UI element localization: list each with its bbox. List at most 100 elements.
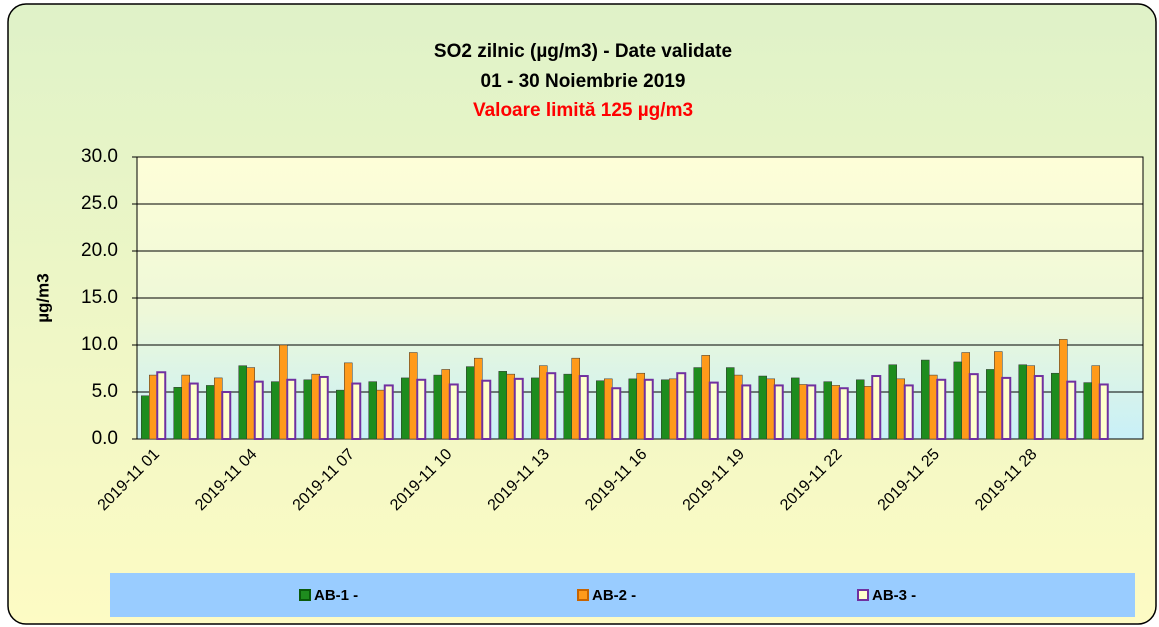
- bar: [734, 374, 743, 440]
- bar: [669, 378, 678, 440]
- bar: [1066, 380, 1077, 441]
- legend: [110, 573, 1135, 617]
- bar: [238, 365, 247, 440]
- bar: [563, 373, 572, 440]
- bar: [676, 372, 687, 441]
- bar: [571, 357, 580, 440]
- bar: [864, 386, 873, 440]
- bar: [173, 387, 182, 440]
- bar: [936, 378, 947, 440]
- bar: [758, 375, 767, 440]
- bar: [1001, 376, 1012, 440]
- bar: [311, 373, 320, 440]
- legend-swatch: [299, 589, 311, 601]
- bar: [636, 372, 645, 440]
- bar: [961, 352, 970, 440]
- chart-subtitle: 01 - 30 Noiembrie 2019: [481, 71, 686, 92]
- bar: [578, 375, 589, 440]
- bar: [336, 389, 345, 440]
- bar: [221, 391, 232, 440]
- bar: [149, 374, 158, 440]
- y-tick-label: 30.0: [81, 146, 118, 167]
- bar: [368, 381, 377, 440]
- bar: [921, 359, 930, 440]
- y-tick-label: 20.0: [81, 240, 118, 261]
- y-tick-label: 0.0: [92, 428, 118, 449]
- bar: [701, 355, 710, 440]
- bar: [181, 374, 190, 440]
- bar: [466, 366, 475, 440]
- bar: [1098, 383, 1109, 441]
- bar: [188, 382, 199, 441]
- bar: [903, 384, 914, 441]
- y-tick-label: 25.0: [81, 193, 118, 214]
- bar: [246, 367, 255, 440]
- bar: [279, 344, 288, 440]
- y-axis-label: µg/m3: [33, 273, 52, 322]
- bar: [953, 361, 962, 440]
- bar: [831, 385, 840, 440]
- bar: [448, 383, 459, 441]
- chart-title: SO2 zilnic (µg/m3) - Date validate: [434, 41, 732, 62]
- bar: [604, 378, 613, 440]
- bar: [214, 377, 223, 440]
- legend-label: AB-3 -: [872, 587, 916, 604]
- bar: [303, 379, 312, 440]
- bar: [383, 384, 394, 441]
- bar: [838, 387, 849, 440]
- bar: [596, 380, 605, 440]
- y-tick-label: 5.0: [92, 381, 118, 402]
- bar: [806, 384, 817, 441]
- y-tick-label: 15.0: [81, 287, 118, 308]
- legend-label: AB-1 -: [314, 587, 358, 604]
- bar: [506, 373, 515, 440]
- bar: [286, 378, 297, 440]
- bar: [513, 377, 524, 440]
- legend-swatch: [857, 589, 869, 601]
- bar: [693, 367, 702, 440]
- bar: [856, 379, 865, 440]
- bar: [344, 362, 353, 440]
- bar: [409, 352, 418, 440]
- bar: [611, 387, 622, 440]
- bar: [539, 365, 548, 440]
- y-tick-label: 10.0: [81, 334, 118, 355]
- bar: [726, 367, 735, 440]
- bar: [498, 371, 507, 440]
- bar: [766, 378, 775, 440]
- bar: [206, 385, 215, 440]
- bar: [643, 378, 654, 440]
- limit-annotation: Valoare limită 125 µg/m3: [473, 100, 693, 121]
- bar: [546, 372, 557, 441]
- bar: [376, 389, 385, 440]
- bar: [481, 379, 492, 440]
- bar: [141, 395, 150, 440]
- bar: [661, 379, 670, 440]
- bar: [628, 378, 637, 440]
- bar: [773, 384, 784, 441]
- bar: [253, 380, 264, 441]
- bar: [271, 381, 280, 440]
- bar: [823, 381, 832, 440]
- bar: [968, 373, 979, 441]
- bar: [433, 374, 442, 440]
- bar: [1083, 382, 1092, 440]
- bar: [994, 351, 1003, 440]
- bar: [416, 378, 427, 440]
- bar: [791, 377, 800, 440]
- bar: [318, 375, 329, 440]
- bar: [1091, 365, 1100, 440]
- bar: [929, 374, 938, 440]
- bar: [1059, 339, 1068, 440]
- bar: [1026, 365, 1035, 440]
- legend-swatch: [577, 589, 589, 601]
- bar: [531, 377, 540, 440]
- bar: [888, 364, 897, 440]
- bar: [799, 384, 808, 440]
- bar: [871, 375, 882, 440]
- bar: [986, 369, 995, 440]
- bar: [1033, 375, 1044, 440]
- bar: [1051, 372, 1060, 440]
- bar: [351, 382, 362, 441]
